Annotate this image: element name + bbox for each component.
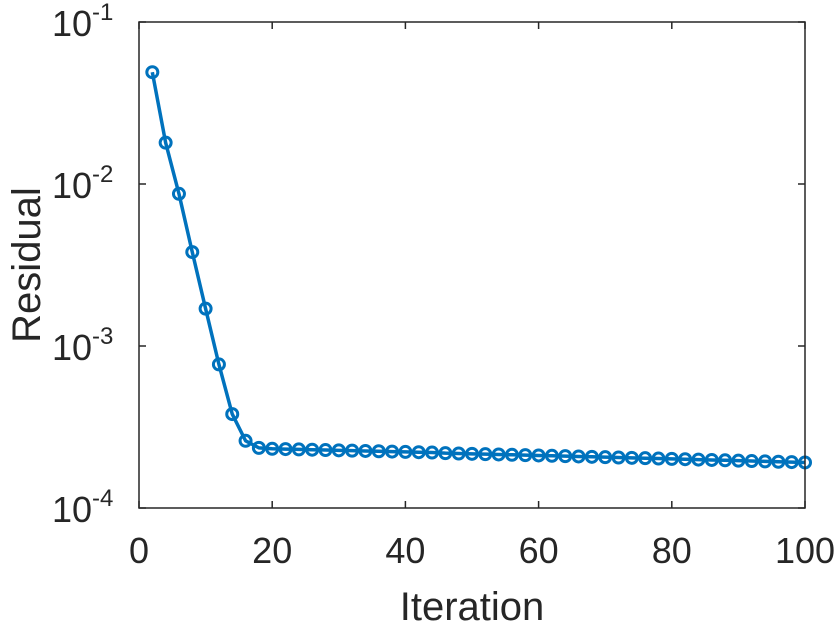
x-tick-label: 80 (652, 530, 692, 571)
data-point-marker (478, 447, 493, 462)
data-point-marker (784, 455, 799, 470)
x-axis-label: Iteration (400, 585, 545, 629)
data-point-marker (718, 453, 733, 468)
data-point-marker (318, 443, 333, 458)
data-point-marker (185, 245, 200, 260)
data-point-marker (465, 446, 479, 461)
y-tick-base: 10 (52, 165, 92, 206)
data-point-marker (584, 449, 599, 464)
data-point-marker (518, 448, 533, 463)
data-point-marker (678, 452, 693, 467)
data-point-marker (504, 447, 519, 462)
data-point-marker (651, 451, 666, 466)
data-point-marker (145, 65, 160, 80)
y-tick-base: 10 (52, 327, 92, 368)
data-point-marker (291, 442, 306, 457)
data-point-marker (611, 450, 626, 465)
series-layer (145, 65, 812, 470)
data-point-marker (171, 186, 186, 201)
data-point-marker (558, 449, 573, 464)
data-point-marker (544, 448, 559, 463)
data-point-marker (198, 301, 213, 316)
axes-box (138, 21, 806, 509)
y-axis-label: Residual (5, 187, 49, 343)
x-tick-label: 60 (519, 530, 559, 571)
y-tick-label: 10-3 (52, 323, 113, 368)
data-point-marker (744, 454, 759, 469)
plot-area (139, 22, 805, 508)
data-point-marker (491, 447, 506, 462)
data-point-marker (771, 454, 786, 469)
data-point-marker (358, 443, 373, 458)
data-point-marker (211, 357, 226, 372)
y-tick-exponent: -3 (92, 323, 113, 350)
data-point-marker (438, 446, 453, 461)
data-point-marker (331, 443, 346, 458)
data-point-marker (265, 441, 280, 456)
data-point-marker (598, 450, 613, 465)
data-point-marker (451, 446, 466, 461)
data-point-marker (624, 450, 639, 465)
data-point-marker (691, 452, 706, 467)
data-point-marker (345, 443, 360, 458)
data-point-marker (398, 444, 413, 459)
data-point-marker (425, 445, 440, 460)
y-tick-exponent: -4 (92, 485, 113, 512)
data-point-marker (305, 442, 320, 457)
y-tick-base: 10 (52, 3, 92, 44)
data-point-marker (758, 454, 773, 469)
data-point-marker (664, 451, 679, 466)
data-point-marker (385, 444, 400, 459)
data-point-marker (225, 407, 240, 422)
y-tick-exponent: -2 (92, 161, 113, 188)
y-tick-base: 10 (52, 489, 92, 530)
data-point-marker (238, 433, 253, 448)
data-point-marker (704, 452, 719, 467)
data-point-marker (278, 442, 293, 457)
data-point-marker (531, 448, 546, 463)
y-tick-exponent: -1 (92, 0, 113, 26)
y-tick-label: 10-4 (52, 485, 113, 530)
x-tick-label: 20 (252, 530, 292, 571)
data-point-marker (158, 135, 173, 150)
y-tick-label: 10-2 (52, 161, 113, 206)
data-point-marker (571, 449, 586, 464)
data-point-marker (731, 453, 746, 468)
data-point-marker (411, 445, 426, 460)
x-tick-label: 100 (775, 530, 835, 571)
data-point-marker (251, 440, 266, 455)
y-tick-label: 10-1 (52, 0, 113, 44)
x-tick-label: 0 (129, 530, 149, 571)
data-point-marker (371, 444, 386, 459)
data-point-marker (638, 451, 653, 466)
x-tick-label: 40 (385, 530, 425, 571)
